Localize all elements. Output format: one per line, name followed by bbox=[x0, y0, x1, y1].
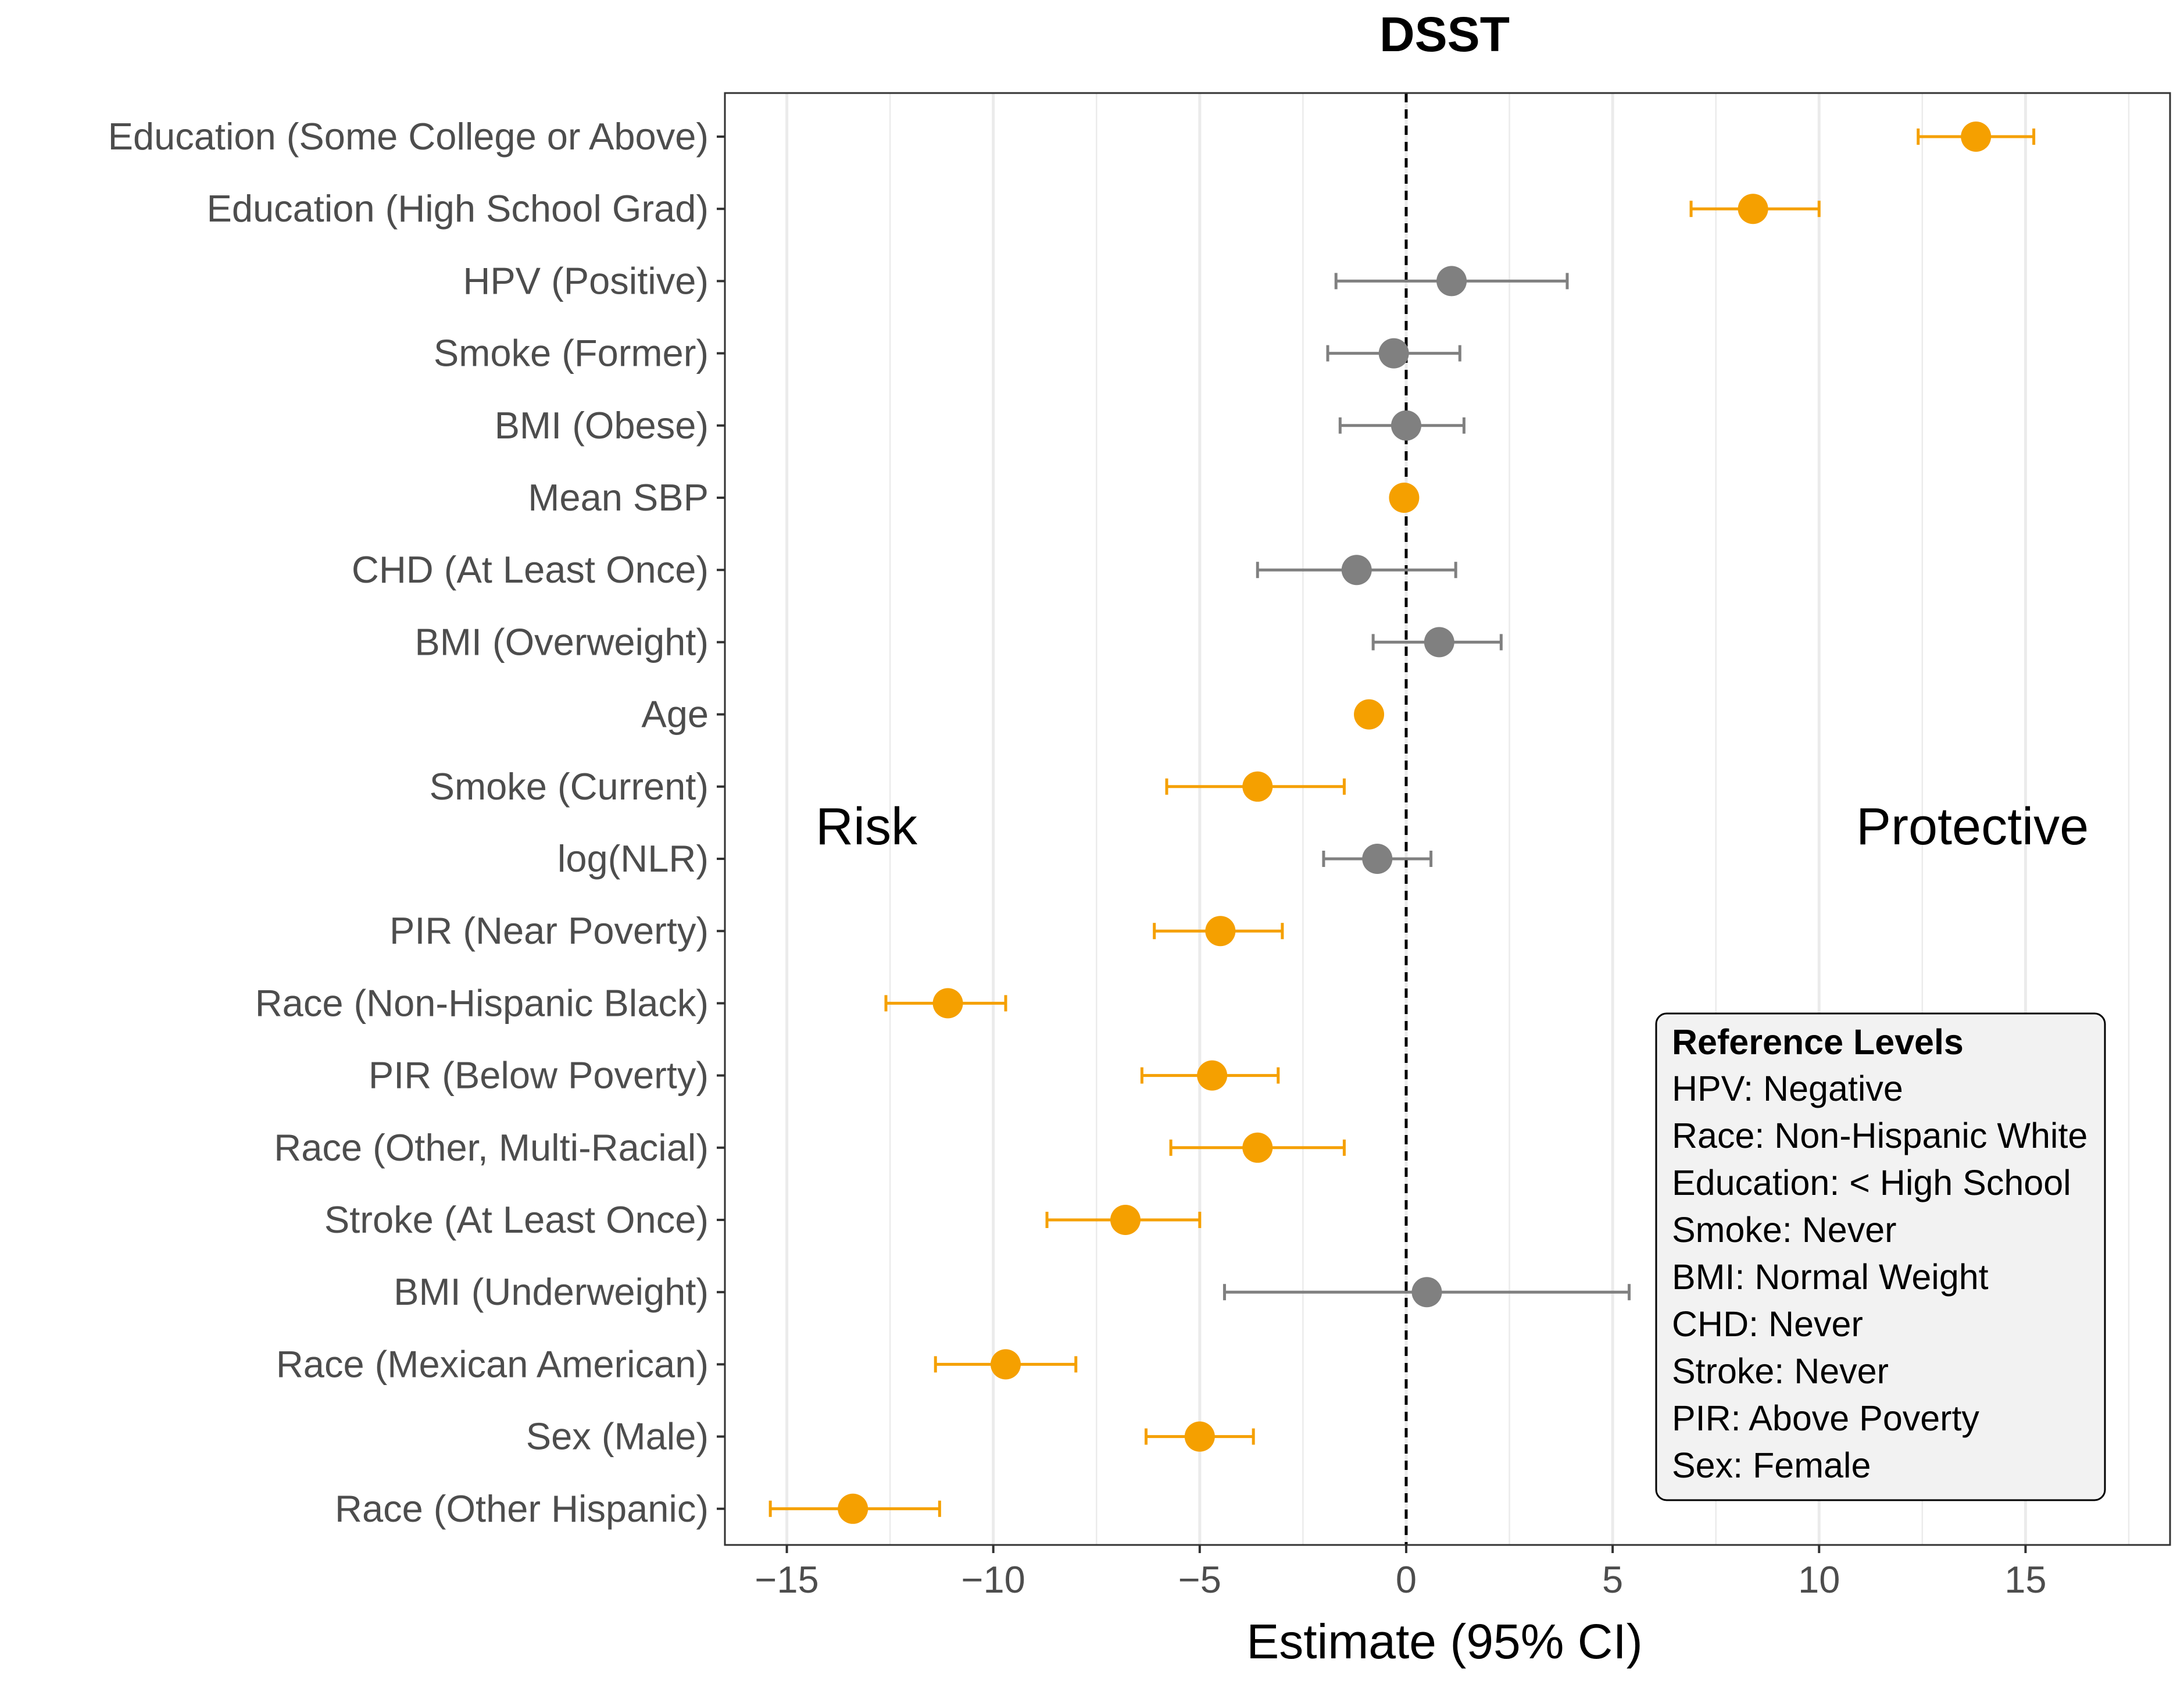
point-estimate bbox=[1961, 122, 1992, 152]
point-estimate bbox=[1391, 410, 1421, 441]
y-tick-label: PIR (Near Poverty) bbox=[389, 909, 709, 952]
legend-box bbox=[1655, 1012, 2106, 1501]
point-estimate bbox=[1197, 1060, 1228, 1091]
point-estimate bbox=[1389, 483, 1420, 513]
x-tick-label: −5 bbox=[1178, 1558, 1221, 1601]
point-estimate bbox=[1110, 1205, 1141, 1235]
x-tick-label: 0 bbox=[1396, 1558, 1417, 1601]
panel-border bbox=[724, 92, 2171, 1546]
y-tick-label: Mean SBP bbox=[528, 476, 709, 519]
legend-item: Smoke: Never bbox=[1672, 1210, 1896, 1250]
x-tick-label: 15 bbox=[2004, 1558, 2046, 1601]
legend-item: Race: Non-Hispanic White bbox=[1672, 1116, 2088, 1155]
point-estimate bbox=[1411, 1277, 1442, 1308]
point-estimate bbox=[1424, 627, 1454, 658]
y-tick-label: Race (Mexican American) bbox=[276, 1343, 709, 1385]
legend-item: HPV: Negative bbox=[1672, 1069, 1903, 1108]
legend-item: Education: < High School bbox=[1672, 1163, 2071, 1202]
risk-annotation: Risk bbox=[816, 798, 918, 856]
x-axis-label: Estimate (95% CI) bbox=[1246, 1614, 1643, 1669]
y-tick-label: log(NLR) bbox=[557, 837, 709, 880]
x-tick-label: 10 bbox=[1798, 1558, 1840, 1601]
y-tick-label: Race (Other, Multi-Racial) bbox=[274, 1126, 709, 1169]
x-tick-label: −15 bbox=[755, 1558, 818, 1601]
y-tick-label: Education (High School Grad) bbox=[206, 187, 709, 230]
y-tick-label: CHD (At Least Once) bbox=[352, 548, 709, 591]
point-estimate bbox=[838, 1493, 868, 1524]
point-estimate bbox=[1341, 555, 1372, 586]
legend-items: HPV: Negative Race: Non-Hispanic White Edu… bbox=[1672, 1069, 2088, 1485]
x-tick-label: 5 bbox=[1602, 1558, 1623, 1601]
x-axis: −15 −10 −5 0 5 10 15 bbox=[755, 1545, 2047, 1601]
point-estimate bbox=[1242, 771, 1273, 802]
legend-item: Stroke: Never bbox=[1672, 1351, 1889, 1391]
point-estimate bbox=[1205, 916, 1236, 947]
y-tick-label: Smoke (Current) bbox=[430, 765, 709, 808]
point-estimate bbox=[1378, 338, 1409, 369]
legend-item: BMI: Normal Weight bbox=[1672, 1257, 1989, 1297]
protective-annotation: Protective bbox=[1856, 798, 2089, 856]
y-tick-label: Age bbox=[641, 693, 709, 736]
point-estimate bbox=[1362, 844, 1393, 874]
y-tick-label: Stroke (At Least Once) bbox=[324, 1198, 709, 1241]
y-tick-label: PIR (Below Poverty) bbox=[369, 1054, 709, 1097]
y-tick-label: BMI (Overweight) bbox=[414, 620, 709, 663]
legend-item: Sex: Female bbox=[1672, 1446, 1871, 1485]
point-estimate bbox=[1354, 699, 1385, 730]
y-tick-label: Education (Some College or Above) bbox=[108, 115, 709, 158]
point-estimate bbox=[932, 988, 963, 1019]
chart-title: DSST bbox=[1379, 7, 1510, 62]
y-tick-label: BMI (Underweight) bbox=[394, 1270, 709, 1313]
y-tick-label: Smoke (Former) bbox=[434, 332, 709, 374]
point-estimate bbox=[1242, 1132, 1273, 1163]
point-estimate bbox=[990, 1349, 1021, 1380]
y-tick-label: Race (Other Hispanic) bbox=[335, 1487, 709, 1530]
y-tick-label: Sex (Male) bbox=[526, 1415, 709, 1458]
legend-item: CHD: Never bbox=[1672, 1304, 1863, 1344]
point-estimate bbox=[1738, 194, 1768, 224]
legend-item: PIR: Above Poverty bbox=[1672, 1398, 1979, 1438]
y-axis: Education (Some College or Above) Educati… bbox=[108, 115, 725, 1530]
point-estimate bbox=[1436, 266, 1467, 297]
y-tick-label: HPV (Positive) bbox=[463, 259, 709, 302]
reference-levels-legend: Reference Levels HPV: Negative Race: Non-… bbox=[1655, 1012, 2106, 1501]
x-tick-label: −10 bbox=[961, 1558, 1025, 1601]
legend-title: Reference Levels bbox=[1672, 1022, 1964, 1062]
y-tick-label: Race (Non-Hispanic Black) bbox=[255, 982, 709, 1024]
y-tick-label: BMI (Obese) bbox=[495, 404, 709, 447]
point-estimate bbox=[1184, 1421, 1215, 1452]
point-estimates bbox=[838, 122, 1992, 1524]
